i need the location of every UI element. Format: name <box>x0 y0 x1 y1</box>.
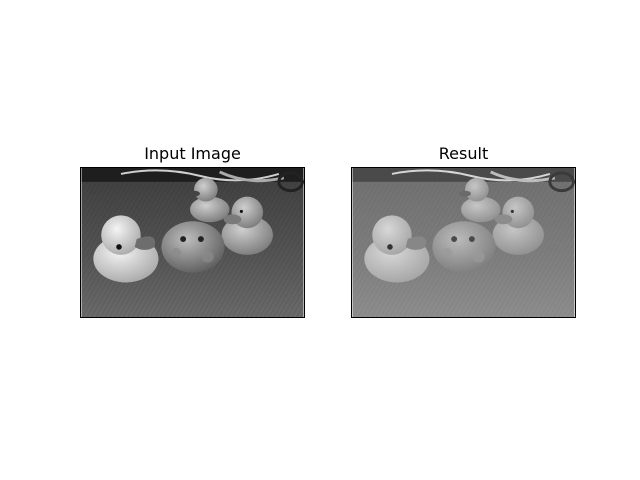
result-image-title: Result <box>438 144 489 163</box>
result-image-picture <box>352 168 575 317</box>
input-image-picture <box>81 168 304 317</box>
input-image <box>80 167 305 318</box>
input-image-title: Input Image <box>144 144 241 163</box>
result-image <box>351 167 576 318</box>
